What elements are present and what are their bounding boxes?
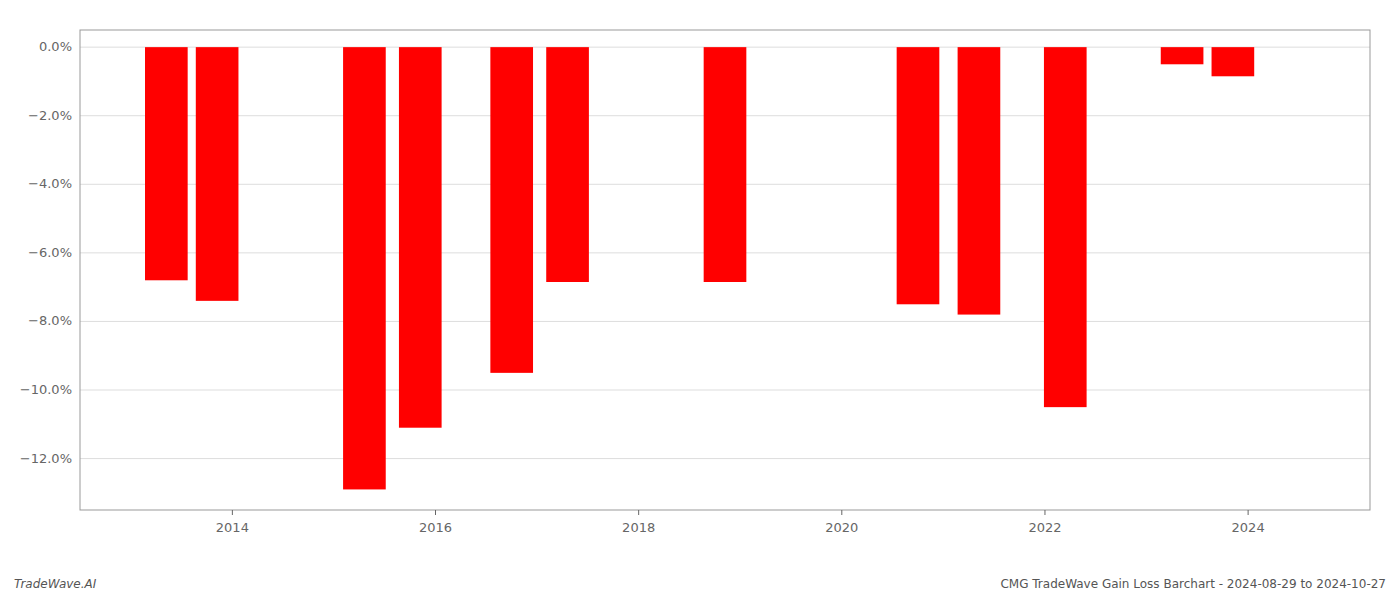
x-tick-label: 2022 <box>1028 520 1061 535</box>
bar <box>1161 47 1204 64</box>
grid-line <box>80 390 1370 391</box>
bar <box>1212 47 1255 76</box>
bar <box>145 47 188 280</box>
y-grid <box>80 47 1370 458</box>
x-tick-label: 2018 <box>622 520 655 535</box>
y-tick-label: −12.0% <box>20 451 72 466</box>
x-tick <box>1248 510 1249 515</box>
plot-frame <box>80 30 1370 510</box>
y-tick-label: −10.0% <box>20 382 72 397</box>
y-tick-label: −4.0% <box>28 176 72 191</box>
y-tick-label: −6.0% <box>28 245 72 260</box>
y-tick-label: −2.0% <box>28 108 72 123</box>
footer-right: CMG TradeWave Gain Loss Barchart - 2024-… <box>1000 577 1386 591</box>
bar <box>546 47 589 282</box>
footer-left: TradeWave.AI <box>14 577 97 591</box>
bar <box>1044 47 1087 407</box>
x-tick-label: 2014 <box>216 520 249 535</box>
x-tick <box>638 510 639 515</box>
bar <box>958 47 1001 314</box>
bar <box>343 47 386 489</box>
bar <box>490 47 533 373</box>
grid-line <box>80 321 1370 322</box>
x-tick <box>841 510 842 515</box>
chart: 0.0% −2.0% −4.0% −6.0% −8.0% −10.0% −12.0% 2014… <box>0 0 1400 600</box>
x-tick-label: 2024 <box>1232 520 1265 535</box>
bar <box>897 47 940 304</box>
bar <box>704 47 747 282</box>
x-tick <box>435 510 436 515</box>
x-tick <box>1044 510 1045 515</box>
grid-line <box>80 458 1370 459</box>
bar <box>399 47 442 428</box>
x-tick-label: 2016 <box>419 520 452 535</box>
y-tick-label: 0.0% <box>39 39 72 54</box>
bar <box>196 47 239 301</box>
y-tick-label: −8.0% <box>28 313 72 328</box>
x-tick <box>232 510 233 515</box>
bars <box>145 47 1254 489</box>
x-tick-label: 2020 <box>825 520 858 535</box>
